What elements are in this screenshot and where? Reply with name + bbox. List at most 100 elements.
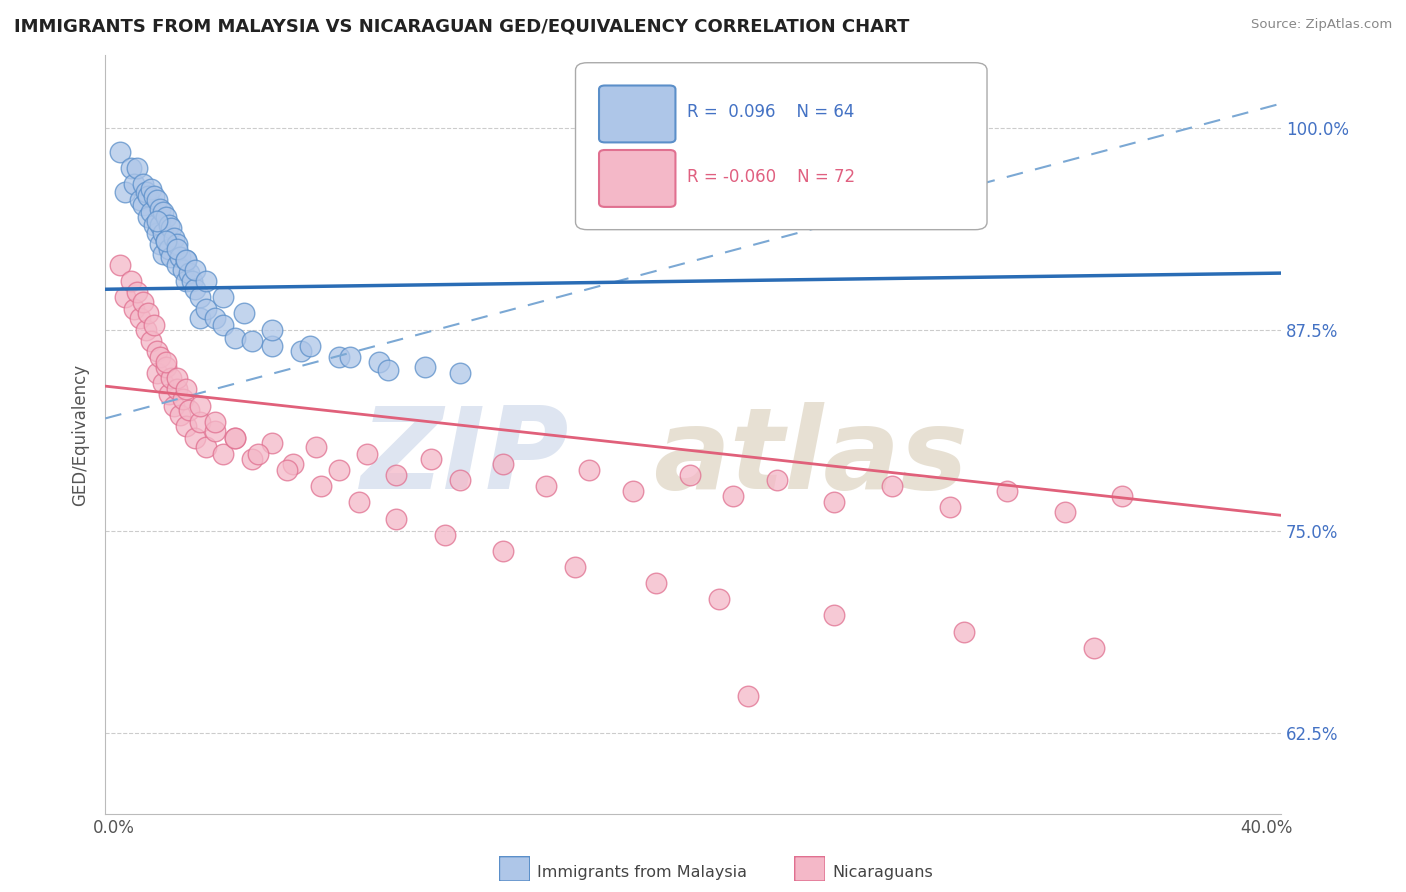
Y-axis label: GED/Equivalency: GED/Equivalency: [72, 364, 89, 506]
Point: [188, 290, 211, 304]
Point: [166, 258, 188, 272]
Point: [938, 500, 960, 515]
Point: [281, 457, 304, 471]
Point: [163, 230, 186, 244]
Point: [262, 323, 284, 337]
Point: [155, 210, 177, 224]
Point: [707, 592, 730, 607]
Point: [177, 403, 200, 417]
Point: [138, 188, 160, 202]
Point: [188, 415, 211, 429]
Point: [114, 186, 136, 200]
Point: [534, 479, 557, 493]
Point: [204, 425, 226, 439]
Point: [434, 527, 457, 541]
Point: [492, 457, 515, 471]
Text: R =  0.096    N = 64: R = 0.096 N = 64: [688, 103, 855, 121]
Point: [143, 318, 166, 332]
Point: [385, 467, 408, 482]
Point: [125, 285, 148, 300]
Point: [224, 431, 246, 445]
Point: [212, 447, 235, 461]
Point: [449, 366, 471, 380]
Point: [149, 218, 172, 232]
Point: [146, 343, 169, 358]
Point: [621, 484, 644, 499]
Point: [174, 253, 197, 268]
Point: [143, 218, 166, 232]
Point: [823, 495, 845, 509]
Point: [172, 263, 194, 277]
Text: ZIP: ZIP: [361, 401, 569, 513]
Point: [328, 350, 350, 364]
Point: [204, 415, 226, 429]
Point: [880, 479, 903, 493]
Point: [377, 363, 399, 377]
Point: [304, 441, 326, 455]
Point: [157, 242, 180, 256]
Point: [385, 511, 408, 525]
Point: [128, 194, 150, 208]
Point: [644, 576, 666, 591]
Point: [152, 246, 174, 260]
Point: [183, 263, 205, 277]
Point: [195, 301, 218, 316]
Point: [166, 383, 188, 397]
Text: Source: ZipAtlas.com: Source: ZipAtlas.com: [1251, 18, 1392, 31]
Point: [578, 463, 600, 477]
Point: [995, 484, 1018, 499]
Point: [174, 383, 197, 397]
Point: [188, 311, 211, 326]
Point: [262, 339, 284, 353]
Point: [298, 339, 321, 353]
Point: [174, 274, 197, 288]
Point: [108, 145, 131, 159]
Point: [155, 359, 177, 374]
Point: [122, 301, 145, 316]
Point: [131, 178, 153, 192]
FancyBboxPatch shape: [499, 856, 530, 881]
Point: [232, 306, 254, 320]
Point: [1083, 640, 1105, 655]
Point: [246, 447, 269, 461]
Point: [114, 290, 136, 304]
FancyBboxPatch shape: [794, 856, 825, 881]
Point: [146, 194, 169, 208]
Point: [120, 161, 142, 176]
Point: [141, 334, 163, 348]
Point: [723, 489, 745, 503]
Point: [347, 495, 370, 509]
Point: [449, 473, 471, 487]
Point: [149, 237, 172, 252]
Point: [174, 253, 197, 268]
Point: [679, 467, 702, 482]
Point: [122, 178, 145, 192]
Point: [128, 311, 150, 326]
Point: [765, 473, 787, 487]
FancyBboxPatch shape: [599, 86, 675, 143]
Point: [195, 274, 218, 288]
Point: [152, 376, 174, 390]
Point: [180, 274, 202, 288]
Point: [177, 266, 200, 280]
Point: [141, 204, 163, 219]
Text: IMMIGRANTS FROM MALAYSIA VS NICARAGUAN GED/EQUIVALENCY CORRELATION CHART: IMMIGRANTS FROM MALAYSIA VS NICARAGUAN G…: [14, 18, 910, 36]
Point: [240, 451, 263, 466]
Text: Nicaraguans: Nicaraguans: [832, 865, 934, 880]
Point: [131, 295, 153, 310]
Point: [141, 182, 163, 196]
Point: [356, 447, 378, 461]
Point: [328, 463, 350, 477]
Point: [183, 431, 205, 445]
FancyBboxPatch shape: [575, 62, 987, 229]
Point: [149, 202, 172, 216]
Point: [737, 689, 759, 703]
Point: [160, 220, 183, 235]
Point: [172, 392, 194, 406]
Point: [823, 608, 845, 623]
Text: Immigrants from Malaysia: Immigrants from Malaysia: [537, 865, 747, 880]
Point: [368, 355, 391, 369]
Point: [276, 463, 298, 477]
Point: [138, 210, 160, 224]
Text: R = -0.060    N = 72: R = -0.060 N = 72: [688, 168, 855, 186]
